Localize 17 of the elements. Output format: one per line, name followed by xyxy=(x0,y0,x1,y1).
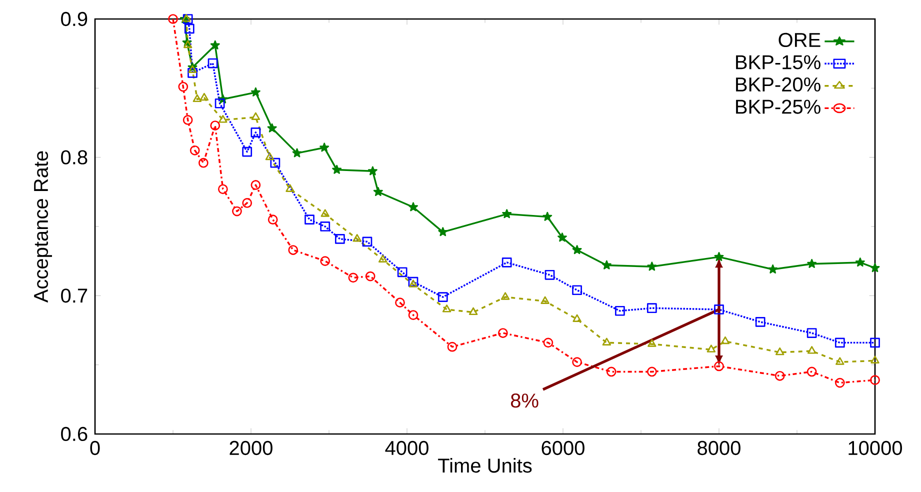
x-tick-label: 6000 xyxy=(542,440,584,456)
annotation: 8% xyxy=(510,393,538,408)
x-tick-label: 8000 xyxy=(698,440,740,456)
legend-label: ORE xyxy=(778,32,820,48)
y-tick-label: 0.7 xyxy=(61,288,88,303)
x-tick-label: 0 xyxy=(90,440,100,456)
legend-label: BKP-15% xyxy=(736,55,820,70)
y-tick-label: 0.9 xyxy=(61,12,88,26)
x-tick-label: 10000 xyxy=(848,440,902,456)
y-tick-label: 0.8 xyxy=(61,150,88,164)
x-axis-title: Time Units xyxy=(438,458,532,473)
y-axis-title: Acceptance Rate xyxy=(34,151,52,303)
legend-label: BKP-25% xyxy=(736,100,820,114)
y-tick-label: 0.6 xyxy=(61,426,88,442)
legend-label: BKP-20% xyxy=(736,77,820,92)
x-tick-label: 4000 xyxy=(385,440,428,456)
x-tick-label: 2000 xyxy=(230,440,272,456)
